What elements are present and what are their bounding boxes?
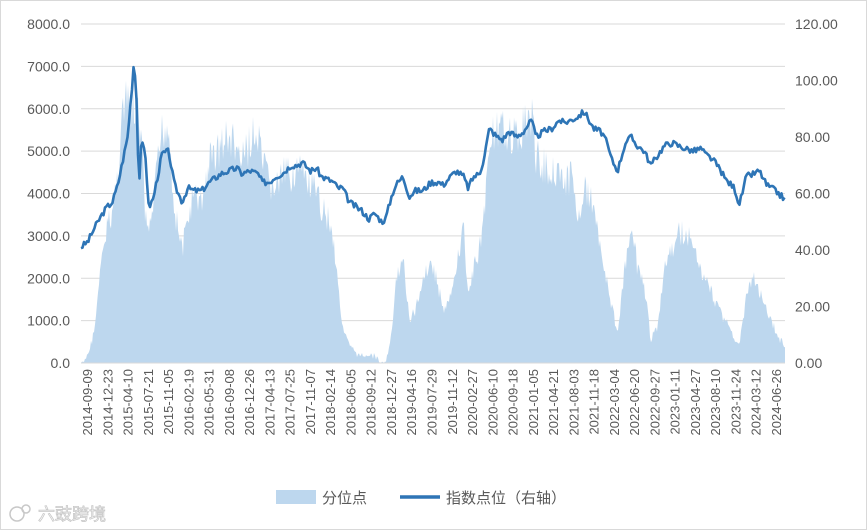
x-tick-label: 2023-11-24	[728, 369, 743, 435]
legend: 分位点 指数点位（右轴）	[276, 489, 566, 507]
x-tick-label: 2017-07-25	[283, 369, 298, 436]
x-tick-label: 2016-09-08	[222, 369, 237, 436]
index-line	[80, 65, 786, 250]
left-y-tick-label: 1000.0	[27, 313, 70, 329]
x-tick-label: 2021-08-03	[566, 369, 581, 436]
x-tick-label: 2018-09-12	[364, 369, 379, 436]
x-tick-label: 2016-05-31	[202, 369, 217, 436]
x-tick-label: 2017-04-13	[262, 369, 277, 436]
x-tick-label: 2016-12-26	[242, 369, 257, 436]
left-y-tick-label: 6000.0	[27, 101, 70, 117]
left-y-tick-label: 4000.0	[27, 186, 70, 202]
x-tick-label: 2023-01-11	[668, 369, 683, 435]
x-tick-label: 2022-03-04	[607, 369, 622, 436]
index-line-series	[80, 65, 786, 250]
x-tick-label: 2018-12-27	[384, 369, 399, 436]
right-y-tick-label: 80.00	[795, 129, 830, 145]
x-tick-label: 2023-08-10	[708, 369, 723, 436]
watermark: 六豉跨境	[9, 504, 106, 525]
left-y-tick-label: 7000.0	[27, 58, 70, 74]
x-tick-label: 2019-07-29	[425, 369, 440, 436]
right-y-tick-label: 40.00	[795, 242, 830, 258]
x-axis: 2014-09-09 2014-12-23 2015-04-10 2015-07-21…	[80, 362, 785, 436]
x-tick-label: 2024-06-26	[769, 369, 784, 436]
x-tick-label: 2020-02-27	[465, 369, 480, 436]
left-y-tick-label: 3000.0	[27, 228, 70, 244]
x-tick-label: 2015-04-10	[121, 369, 136, 436]
watermark-logo-icon	[9, 504, 31, 522]
legend-label-index: 指数点位（右轴）	[446, 489, 566, 507]
watermark-text: 六豉跨境	[38, 505, 106, 525]
x-tick-label: 2014-09-09	[80, 369, 95, 436]
right-y-tick-label: 60.00	[795, 186, 830, 202]
right-y-tick-label: 20.00	[795, 299, 830, 315]
x-tick-label: 2022-09-27	[647, 369, 662, 436]
x-tick-label: 2023-04-27	[688, 369, 703, 436]
left-y-tick-label: 2000.0	[27, 270, 70, 286]
right-y-tick-label: 0.00	[795, 355, 822, 371]
x-tick-label: 2019-04-16	[404, 369, 419, 436]
x-tick-label: 2021-01-05	[526, 369, 541, 436]
x-tick-label: 2020-06-10	[485, 369, 500, 436]
x-tick-label: 2021-11-18	[587, 369, 602, 435]
x-tick-label: 2018-02-14	[323, 369, 338, 436]
left-y-tick-label: 8000.0	[27, 16, 70, 32]
x-tick-label: 2022-06-20	[627, 369, 642, 436]
x-tick-label: 2016-02-19	[181, 369, 196, 436]
x-tick-label: 2017-11-07	[303, 369, 318, 435]
left-y-tick-label: 0.0	[51, 355, 71, 371]
x-tick-label: 2015-07-21	[141, 369, 156, 436]
x-tick-label: 2020-09-18	[506, 369, 521, 436]
right-y-axis: 0.00 20.00 40.00 60.00 80.00 100.00 120.00	[795, 16, 838, 371]
x-tick-label: 2024-03-12	[749, 369, 764, 436]
x-tick-label: 2014-12-23	[100, 369, 115, 436]
right-y-tick-label: 120.00	[795, 16, 838, 32]
percentile-area-series	[81, 80, 785, 363]
right-y-tick-label: 100.00	[795, 73, 838, 89]
x-tick-label: 2019-11-12	[445, 369, 460, 435]
percentile-area	[81, 80, 785, 363]
legend-label-percentile: 分位点	[322, 489, 367, 507]
x-tick-label: 2021-04-21	[546, 369, 561, 436]
legend-swatch-percentile	[276, 490, 316, 504]
x-tick-label: 2015-11-05	[161, 369, 176, 435]
left-y-axis: 0.0 1000.0 2000.0 3000.0 4000.0 5000.0 6000.0 7…	[27, 16, 70, 371]
left-y-tick-label: 5000.0	[27, 143, 70, 159]
x-tick-label: 2018-06-05	[343, 369, 358, 436]
